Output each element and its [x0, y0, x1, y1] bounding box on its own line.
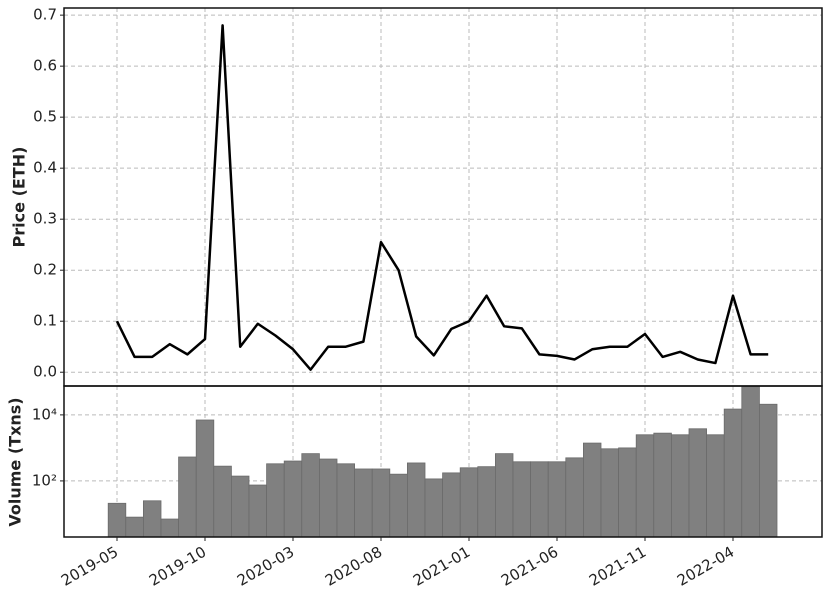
volume-bar — [160, 518, 180, 538]
volume-bar — [706, 434, 725, 538]
volume-bar — [618, 447, 637, 538]
volume-bar — [318, 458, 338, 538]
volume-bar — [354, 468, 373, 538]
y-axis-title: Price (ETH) — [10, 147, 29, 248]
volume-bar — [477, 466, 496, 538]
volume-bar — [600, 448, 620, 538]
y-tick-label: 10⁴ — [32, 405, 57, 423]
volume-bar — [688, 428, 708, 538]
marks — [107, 24, 778, 538]
x-tick-label: 2022-04 — [674, 543, 737, 590]
volume-bar — [406, 462, 426, 538]
x-tick-label: 2021-11 — [586, 543, 649, 590]
volume-bar — [759, 403, 778, 538]
volume-bar — [195, 419, 215, 538]
volume-bar — [301, 453, 320, 538]
volume-bar — [583, 442, 602, 538]
volume-bar — [178, 456, 197, 538]
x-tick-label: 2021-01 — [410, 543, 473, 590]
volume-bar — [336, 463, 356, 538]
volume-bar — [266, 463, 285, 538]
volume-bar — [230, 475, 250, 538]
y-tick-label: 0.0 — [33, 363, 57, 381]
volume-bar — [283, 460, 303, 538]
y-tick-label: 10² — [32, 471, 57, 489]
volume-bar — [741, 385, 760, 538]
volume-bar — [142, 500, 162, 538]
volume-bar — [635, 434, 655, 538]
price-line — [115, 24, 769, 371]
y-tick-label: 0.3 — [33, 210, 57, 228]
volume-bar — [494, 453, 514, 538]
x-tick-label: 2021-06 — [498, 543, 561, 590]
y-tick-label: 0.2 — [33, 261, 57, 279]
volume-bar — [248, 484, 268, 538]
volume-bar — [424, 478, 444, 538]
volume-bar — [371, 468, 391, 538]
volume-bar — [565, 457, 584, 538]
volume-bar — [213, 465, 232, 538]
y-tick-label: 0.4 — [33, 159, 57, 177]
y-tick-label: 0.6 — [33, 57, 57, 75]
volume-bar — [671, 434, 690, 538]
top-axes-frame — [63, 7, 823, 387]
y-tick-label: 0.5 — [33, 108, 57, 126]
volume-bar — [125, 516, 144, 538]
volume-bar — [512, 461, 532, 538]
volume-bar — [389, 473, 408, 538]
volume-bar — [547, 461, 567, 538]
bottom-axes-frame — [63, 385, 823, 538]
y-axis-title: Volume (Txns) — [6, 397, 25, 526]
x-tick-label: 2020-08 — [322, 543, 385, 590]
volume-bar — [653, 432, 672, 538]
y-tick-label: 0.1 — [33, 312, 57, 330]
volume-bar — [442, 472, 461, 538]
x-tick-label: 2019-10 — [146, 543, 209, 590]
x-tick-label: 2020-03 — [234, 543, 297, 590]
x-tick-label: 2019-05 — [58, 543, 121, 590]
volume-bar — [459, 467, 479, 538]
y-tick-label: 0.7 — [33, 6, 57, 24]
volume-bar — [530, 461, 549, 538]
volume-bar — [107, 502, 127, 538]
volume-bar — [723, 408, 743, 538]
